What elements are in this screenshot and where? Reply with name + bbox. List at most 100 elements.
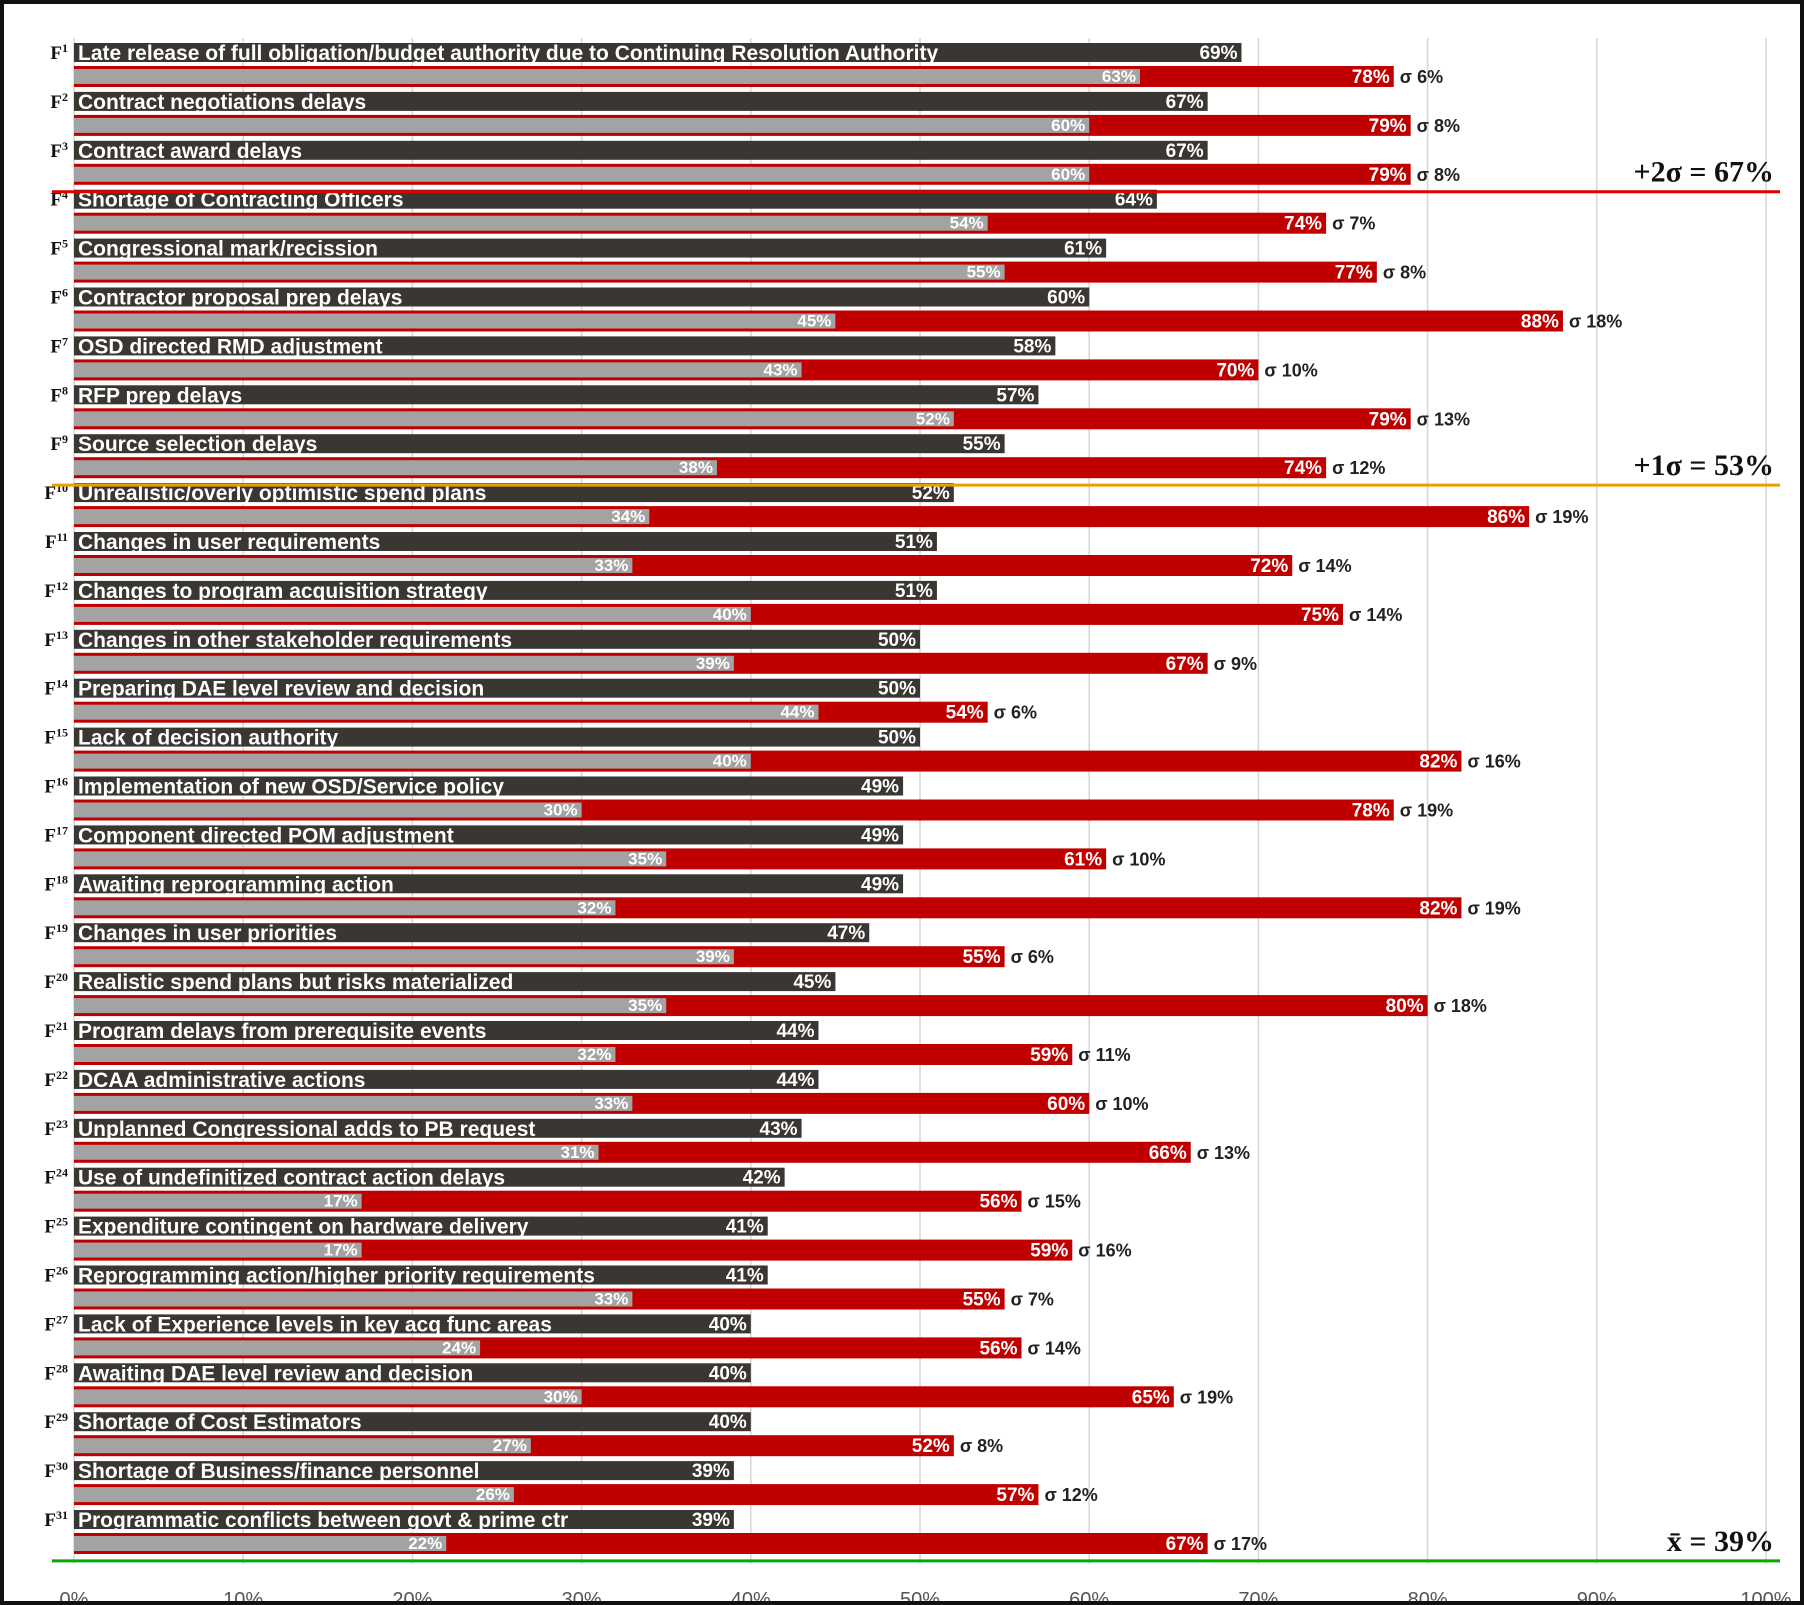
factor-label: Implementation of new OSD/Service policy <box>78 776 504 799</box>
dark-value-label: 43% <box>760 1119 798 1140</box>
sigma-label: σ 11% <box>1078 1045 1130 1065</box>
factor-label: Lack of Experience levels in key acq fun… <box>78 1313 552 1336</box>
grey-bar <box>74 166 1090 182</box>
sigma-label: σ 18% <box>1434 996 1487 1016</box>
grey-bar <box>74 1242 362 1258</box>
grey-value-label: 43% <box>764 360 798 379</box>
red-value-label: 86% <box>1487 507 1525 528</box>
factor-id: F12 <box>44 579 68 602</box>
red-value-label: 88% <box>1521 312 1559 333</box>
grey-value-label: 34% <box>611 507 645 526</box>
grey-bar <box>74 509 650 525</box>
red-value-label: 79% <box>1369 116 1407 137</box>
sigma-label: σ 14% <box>1298 556 1351 576</box>
factor-label: Shortage of Business/finance personnel <box>78 1460 479 1483</box>
grey-bar <box>74 313 836 329</box>
dark-value-label: 39% <box>692 1461 730 1482</box>
factor-row: F2 Contract negotiations delays 67% 60% 79% σ… <box>50 90 1460 137</box>
dark-value-label: 51% <box>895 532 933 553</box>
factor-id: F23 <box>44 1117 68 1140</box>
factor-label: Congressional mark/recission <box>78 238 378 261</box>
red-value-label: 75% <box>1301 605 1339 626</box>
factor-id-number: 27 <box>56 1312 68 1326</box>
dark-value-label: 61% <box>1064 239 1102 260</box>
factor-id-number: 3 <box>62 139 68 153</box>
factor-id-number: 13 <box>56 628 68 642</box>
factor-row: F22 DCAA administrative actions 44% 33% 60% σ… <box>44 1068 1148 1115</box>
dark-bar <box>74 1216 768 1236</box>
factor-id-letter: F <box>44 1314 56 1335</box>
factor-id-letter: F <box>50 43 62 64</box>
factor-label: Component directed POM adjustment <box>78 824 454 847</box>
factor-id-number: 28 <box>56 1361 68 1375</box>
x-tick-label: 100% <box>1740 1589 1791 1601</box>
factor-id-letter: F <box>44 1021 56 1042</box>
factor-id: F14 <box>44 677 68 700</box>
dark-value-label: 42% <box>743 1168 781 1189</box>
dark-value-label: 67% <box>1166 92 1204 113</box>
grey-value-label: 60% <box>1051 165 1085 184</box>
factor-id-letter: F <box>44 630 56 651</box>
factor-id: F5 <box>50 237 68 260</box>
red-value-label: 78% <box>1352 67 1390 88</box>
factor-id: F8 <box>50 383 68 406</box>
factor-id-letter: F <box>50 92 62 113</box>
sigma-label: σ 9% <box>1214 654 1257 674</box>
red-value-label: 70% <box>1216 360 1254 381</box>
factor-label: Contract negotiations delays <box>78 91 366 114</box>
dark-bar <box>74 1021 819 1040</box>
factor-id: F20 <box>44 970 68 993</box>
dark-value-label: 67% <box>1166 141 1204 162</box>
factor-row: F29 Shortage of Cost Estimators 40% 27% 52% σ… <box>44 1410 1003 1457</box>
dark-bar <box>74 825 904 845</box>
factor-id-number: 11 <box>57 530 68 544</box>
grey-value-label: 52% <box>916 409 950 428</box>
red-value-label: 77% <box>1335 263 1373 284</box>
sigma-label: σ 12% <box>1332 458 1385 478</box>
sigma-label: σ 16% <box>1467 752 1520 772</box>
sigma-label: σ 14% <box>1349 605 1402 625</box>
dark-value-label: 47% <box>827 923 865 944</box>
factor-id-letter: F <box>44 1412 56 1433</box>
sigma-label: σ 17% <box>1214 1534 1267 1554</box>
grey-value-label: 63% <box>1102 67 1136 86</box>
red-value-label: 59% <box>1030 1045 1068 1066</box>
red-value-label: 65% <box>1132 1387 1170 1408</box>
grey-bar <box>74 69 1140 84</box>
grey-value-label: 24% <box>442 1338 476 1357</box>
x-tick-label: 50% <box>900 1589 940 1601</box>
dark-value-label: 41% <box>726 1266 764 1287</box>
dark-bar <box>74 972 836 992</box>
grey-value-label: 33% <box>594 1094 628 1113</box>
red-value-label: 82% <box>1419 752 1457 773</box>
factor-row: F10 Unrealistic/overly optimistic spend p… <box>44 481 1588 528</box>
factor-id-number: 14 <box>56 677 68 691</box>
sigma-label: σ 18% <box>1569 312 1622 332</box>
dark-bar <box>74 434 1005 454</box>
dark-bar <box>74 1510 734 1529</box>
factor-id: F15 <box>44 726 68 749</box>
grey-bar <box>74 1536 447 1551</box>
dark-value-label: 45% <box>793 972 831 993</box>
red-value-label: 57% <box>996 1485 1034 1506</box>
dark-value-label: 49% <box>861 777 899 798</box>
factor-row: F24 Use of undefinitized contract action … <box>44 1166 1080 1213</box>
factor-id-letter: F <box>50 434 62 455</box>
factor-label: OSD directed RMD adjustment <box>78 335 383 358</box>
sigma-label: σ 16% <box>1078 1241 1131 1261</box>
factor-id: F26 <box>44 1264 68 1287</box>
x-tick-label: 10% <box>223 1589 263 1601</box>
factor-row: F16 Implementation of new OSD/Service pol… <box>44 775 1453 822</box>
red-value-label: 78% <box>1352 801 1390 822</box>
factor-row: F14 Preparing DAE level review and decisi… <box>44 677 1037 724</box>
grey-bar <box>74 1340 481 1356</box>
factor-label: Source selection delays <box>78 433 317 456</box>
x-tick-label: 60% <box>1069 1589 1109 1601</box>
dark-value-label: 50% <box>878 630 916 651</box>
factor-id-letter: F <box>44 679 56 700</box>
grey-bar <box>74 1291 633 1307</box>
dark-value-label: 44% <box>776 1021 814 1042</box>
factor-row: F7 OSD directed RMD adjustment 58% 43% 70% σ … <box>50 334 1317 381</box>
dark-value-label: 44% <box>776 1070 814 1091</box>
factor-id-letter: F <box>44 972 56 993</box>
